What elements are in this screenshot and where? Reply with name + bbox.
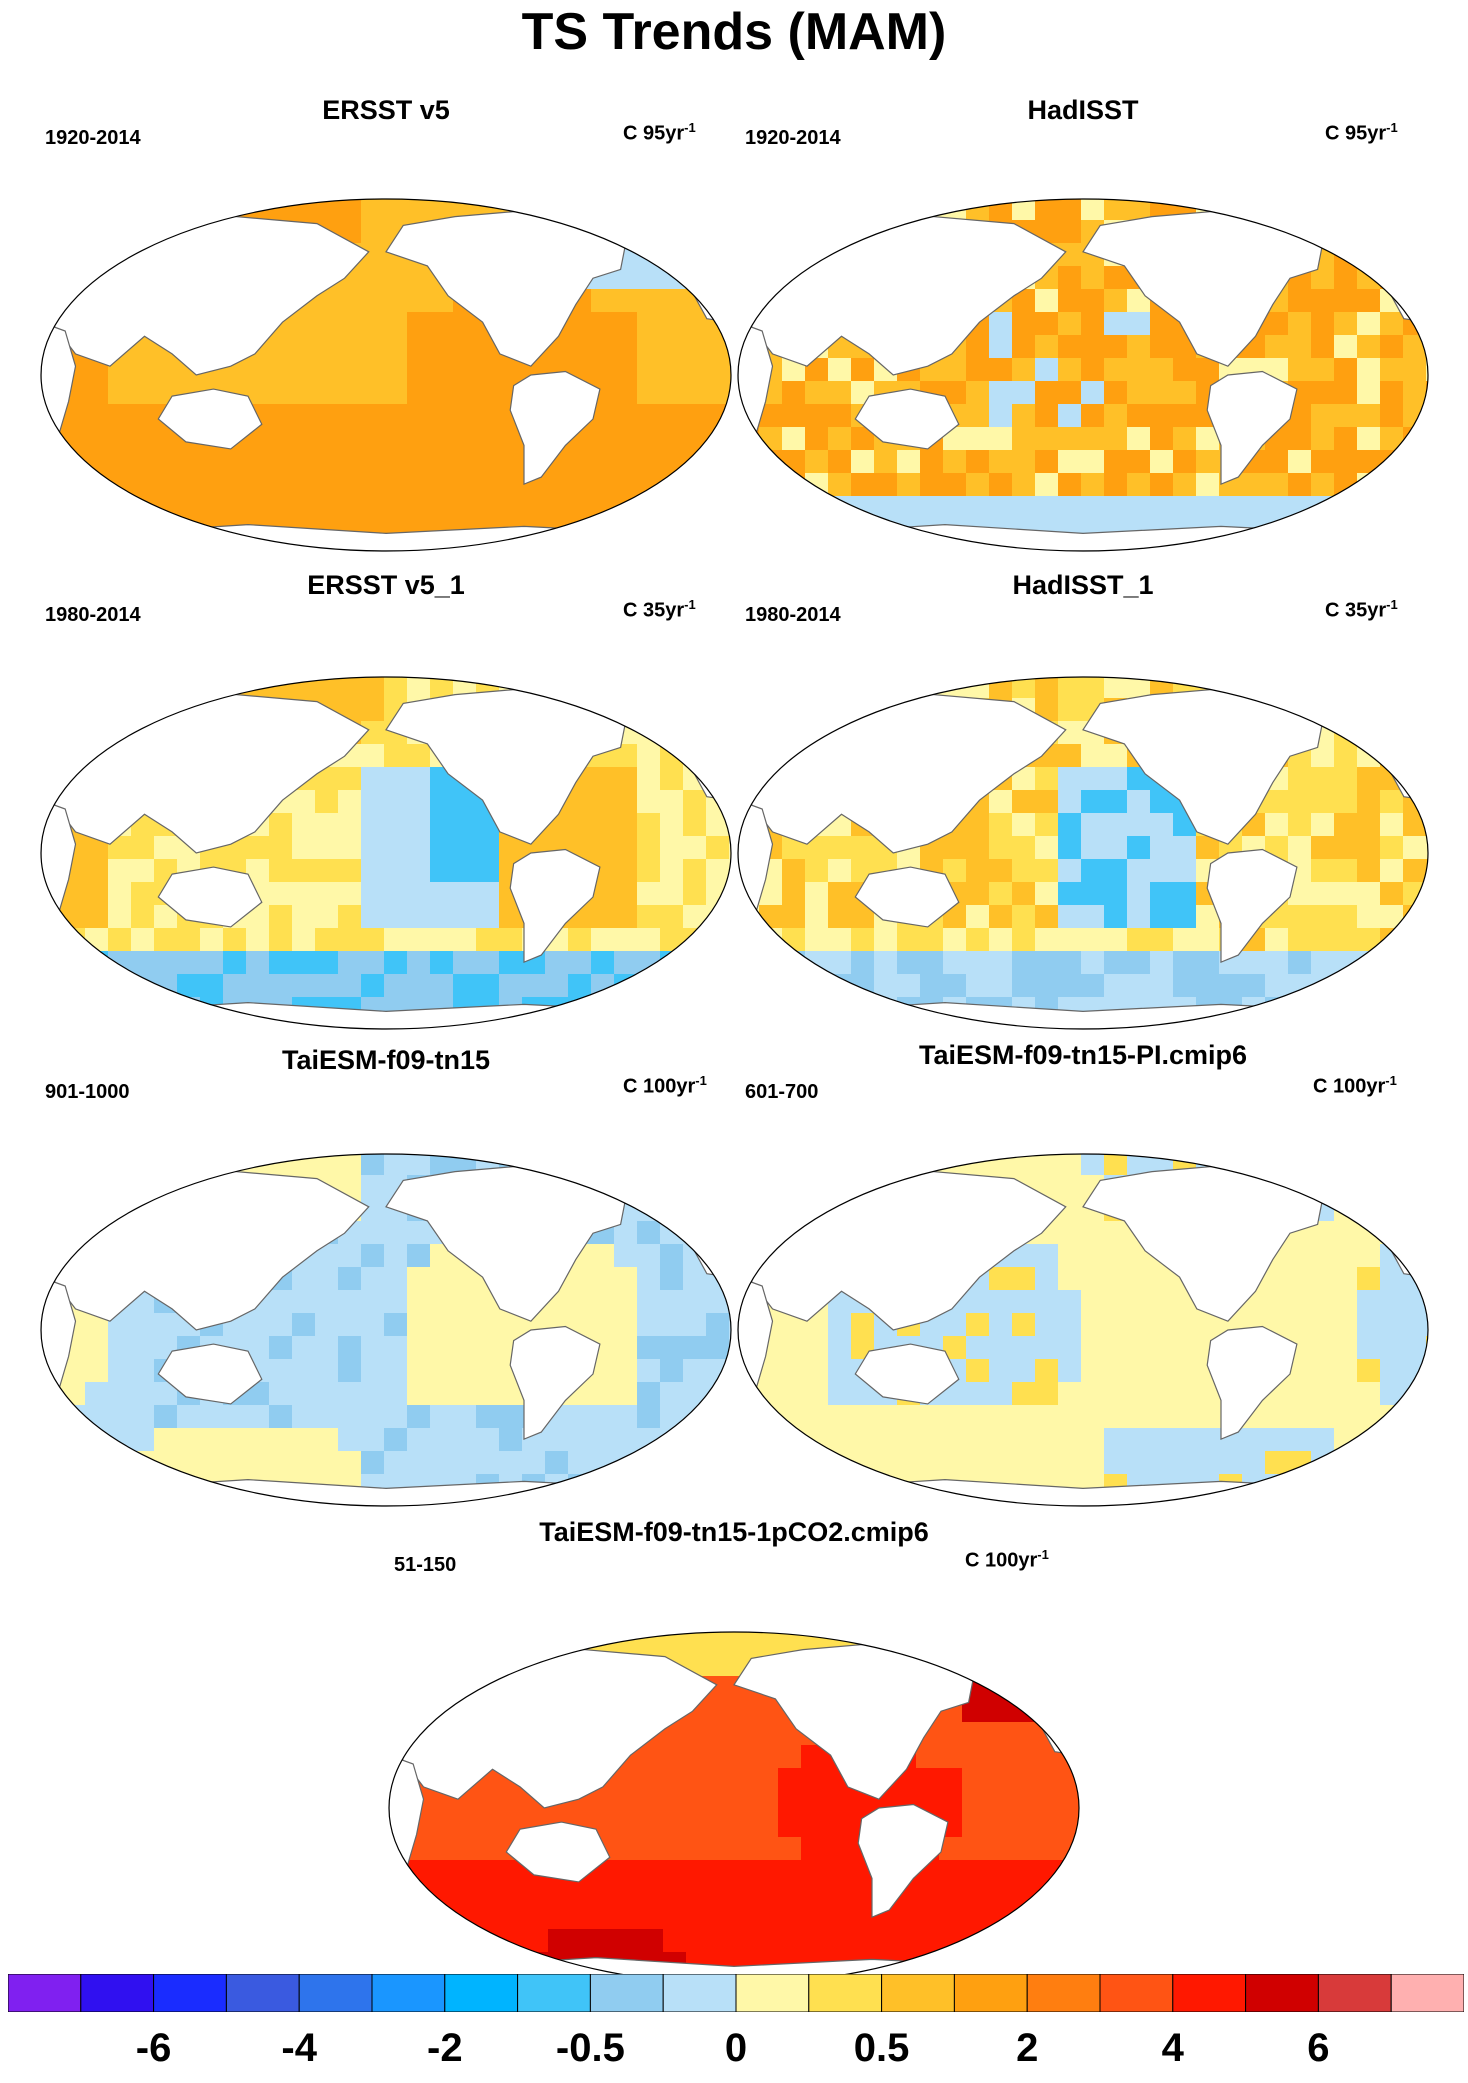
land-australia (157, 866, 263, 928)
panel-title: TaiESM-f09-tn15-PI.cmip6 (918, 1040, 1248, 1070)
colorbar-swatch (1099, 1974, 1174, 2012)
panel-period: 1920-2014 (745, 127, 841, 149)
panel-units: C 95yr-1 (1325, 120, 1398, 145)
colorbar-swatch (298, 1974, 373, 2012)
colorbar-tick-label: -4 (281, 2026, 317, 2070)
panel-title: ERSST v5 (322, 95, 450, 125)
colorbar-swatch (1026, 1974, 1101, 2012)
colorbar-swatch (662, 1974, 737, 2012)
panel-title: TaiESM-f09-tn15 (281, 1045, 491, 1075)
colorbar (8, 1974, 1464, 2012)
panel-title: TaiESM-f09-tn15-1pCO2.cmip6 (539, 1517, 929, 1547)
panel-title: ERSST v5_1 (307, 570, 465, 600)
land-samerica (1206, 848, 1298, 964)
land-samerica (509, 848, 601, 964)
land-australia (854, 1343, 960, 1405)
map-border (737, 676, 1429, 1030)
map-ersst (40, 198, 732, 552)
colorbar-swatch (953, 1974, 1028, 2012)
map-ersst1 (40, 676, 732, 1030)
panel-units: C 100yr-1 (965, 1547, 1049, 1572)
panel-period: 1980-2014 (745, 604, 841, 626)
panel-period: 51-150 (394, 1554, 457, 1576)
colorbar-tick-label: 0 (724, 2026, 748, 2070)
colorbar-swatch (444, 1974, 519, 2012)
colorbar-tick-label: 2 (1016, 2026, 1039, 2070)
colorbar-swatch (808, 1974, 883, 2012)
colorbar-tick-label: -0.5 (555, 2026, 625, 2070)
map-taiesm (40, 1153, 732, 1507)
colorbar-swatch (589, 1974, 664, 2012)
map-border (737, 1153, 1429, 1507)
panel-period: 601-700 (745, 1081, 819, 1103)
map-border (40, 676, 732, 1030)
colorbar-swatch (8, 1974, 82, 2012)
panel-units: C 100yr-1 (623, 1073, 707, 1098)
colorbar-tick-label: -2 (427, 2026, 463, 2070)
land-samerica (509, 1325, 601, 1441)
panel-title: HadISST (1027, 95, 1139, 125)
panel-period: 1980-2014 (45, 604, 141, 626)
colorbar-swatch (1390, 1974, 1464, 2012)
land-samerica (857, 1803, 949, 1919)
land-australia (854, 388, 960, 450)
colorbar-swatch (1172, 1974, 1247, 2012)
colorbar-tick-label: 0.5 (853, 2026, 910, 2070)
colorbar-swatch (517, 1974, 591, 2012)
panel-units: C 95yr-1 (623, 120, 696, 145)
land-australia (854, 866, 960, 928)
map-border (40, 1153, 732, 1507)
figure-title: TS Trends (MAM) (521, 3, 947, 61)
map-taiesm-pi (737, 1153, 1429, 1507)
panel-units: C 35yr-1 (1325, 597, 1398, 622)
colorbar-swatch (153, 1974, 227, 2012)
colorbar-swatch (371, 1974, 446, 2012)
panel-period: 901-1000 (45, 1081, 130, 1103)
colorbar-swatch (225, 1974, 300, 2012)
panel-period: 1920-2014 (45, 127, 141, 149)
land-samerica (509, 370, 601, 486)
map-border (737, 198, 1429, 552)
map-taiesm-co2 (388, 1631, 1080, 1985)
colorbar-tick-label: 4 (1161, 2026, 1184, 2070)
map-hadisst (737, 198, 1429, 552)
colorbar-swatch (735, 1974, 810, 2012)
land-australia (505, 1821, 611, 1883)
colorbar-tick-label: -6 (135, 2026, 172, 2070)
colorbar-swatch (881, 1974, 955, 2012)
panel-units: C 100yr-1 (1313, 1073, 1397, 1098)
panel-title: HadISST_1 (1012, 570, 1154, 600)
land-samerica (1206, 1325, 1298, 1441)
colorbar-tick-label: 6 (1307, 2026, 1330, 2070)
map-border (40, 198, 732, 552)
land-samerica (1206, 370, 1298, 486)
colorbar-swatch (80, 1974, 155, 2012)
colorbar-swatch (1245, 1974, 1319, 2012)
land-australia (157, 388, 263, 450)
panel-units: C 35yr-1 (623, 597, 696, 622)
colorbar-swatch (1317, 1974, 1392, 2012)
land-australia (157, 1343, 263, 1405)
map-hadisst1 (737, 676, 1429, 1030)
